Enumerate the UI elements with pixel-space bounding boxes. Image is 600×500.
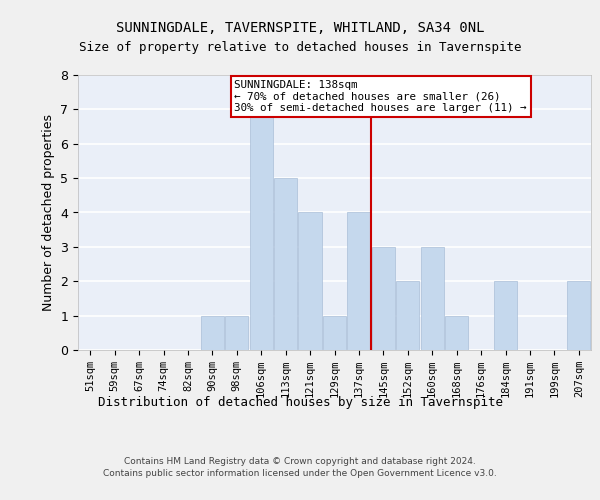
Bar (396, 281, 419, 350)
Text: SUNNINGDALE: 138sqm
← 70% of detached houses are smaller (26)
30% of semi-detach: SUNNINGDALE: 138sqm ← 70% of detached ho… (235, 80, 527, 114)
Text: Distribution of detached houses by size in Tavernspite: Distribution of detached houses by size … (97, 396, 503, 409)
Bar (567, 281, 590, 350)
Bar (323, 316, 346, 350)
Bar (225, 316, 248, 350)
Text: Contains HM Land Registry data © Crown copyright and database right 2024.
Contai: Contains HM Land Registry data © Crown c… (103, 457, 497, 478)
Bar (250, 110, 273, 350)
Bar (372, 247, 395, 350)
Text: Size of property relative to detached houses in Tavernspite: Size of property relative to detached ho… (79, 41, 521, 54)
Bar (298, 212, 322, 350)
Bar (274, 178, 297, 350)
Bar (494, 281, 517, 350)
Y-axis label: Number of detached properties: Number of detached properties (42, 114, 55, 311)
Bar (201, 316, 224, 350)
Bar (347, 212, 371, 350)
Bar (445, 316, 468, 350)
Bar (421, 247, 444, 350)
Text: SUNNINGDALE, TAVERNSPITE, WHITLAND, SA34 0NL: SUNNINGDALE, TAVERNSPITE, WHITLAND, SA34… (116, 20, 484, 34)
